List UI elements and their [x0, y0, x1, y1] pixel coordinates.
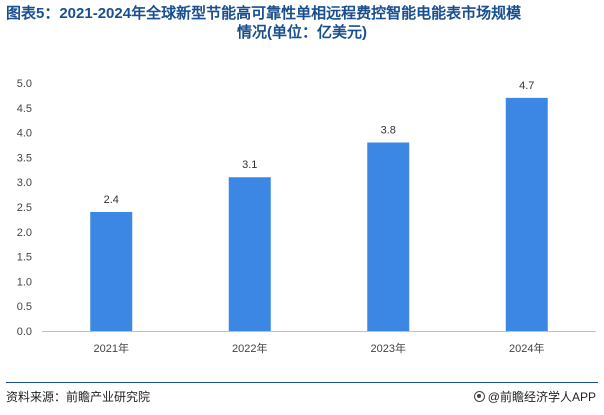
bars: 2.4 3.1 3.8 4.7 — [90, 80, 548, 331]
y-tick-label-1: 0.5 — [17, 301, 32, 313]
source-note: 资料来源：前瞻产业研究院 — [6, 390, 151, 404]
bar-2 — [367, 142, 410, 331]
y-axis: 0.0 0.5 1.0 1.5 2.0 2.5 3.0 3.5 4.0 4.5 5.0 — [17, 78, 32, 338]
x-tick-label-2: 2023年 — [371, 341, 406, 355]
y-tick-label-9: 4.5 — [17, 103, 32, 115]
chart-title: 图表5：2021-2024年全球新型节能高可靠性单相远程费控智能电能表市场规模 … — [6, 4, 598, 42]
footer-divider — [6, 382, 598, 383]
chart-title-line-2: 情况(单位：亿美元) — [237, 24, 367, 41]
y-tick-label-7: 3.5 — [17, 152, 32, 164]
brand-credit: @前瞻经济学人APP — [473, 388, 596, 405]
bar-data-label-0: 2.4 — [104, 194, 119, 206]
x-tick-label-1: 2022年 — [232, 341, 267, 355]
brand-text: @前瞻经济学人APP — [487, 390, 596, 404]
y-tick-label-2: 1.0 — [17, 276, 32, 288]
y-tick-label-3: 1.5 — [17, 252, 32, 264]
brand-logo-icon — [473, 391, 485, 402]
y-tick-label-0: 0.0 — [17, 326, 32, 338]
bar-data-label-2: 3.8 — [381, 125, 396, 137]
chart-title-line-1: 图表5：2021-2024年全球新型节能高可靠性单相远程费控智能电能表市场规模 — [6, 5, 522, 22]
x-tick-label-3: 2024年 — [509, 341, 544, 355]
y-tick-label-5: 2.5 — [17, 202, 32, 214]
bar-chart: 0.0 0.5 1.0 1.5 2.0 2.5 3.0 3.5 4.0 4.5 5.0 2.4 3.1… — [17, 78, 596, 355]
y-tick-label-4: 2.0 — [17, 227, 32, 239]
bar-data-label-1: 3.1 — [242, 159, 257, 171]
x-axis: 2021年 2022年 2023年 2024年 — [42, 331, 596, 355]
y-tick-label-6: 3.0 — [17, 177, 32, 189]
y-tick-label-8: 4.0 — [17, 128, 32, 140]
bar-3 — [505, 97, 548, 331]
bar-data-label-3: 4.7 — [519, 80, 534, 92]
y-tick-label-10: 5.0 — [17, 78, 32, 90]
bar-0 — [90, 211, 133, 331]
x-tick-label-0: 2021年 — [94, 341, 129, 355]
bar-1 — [228, 177, 271, 331]
